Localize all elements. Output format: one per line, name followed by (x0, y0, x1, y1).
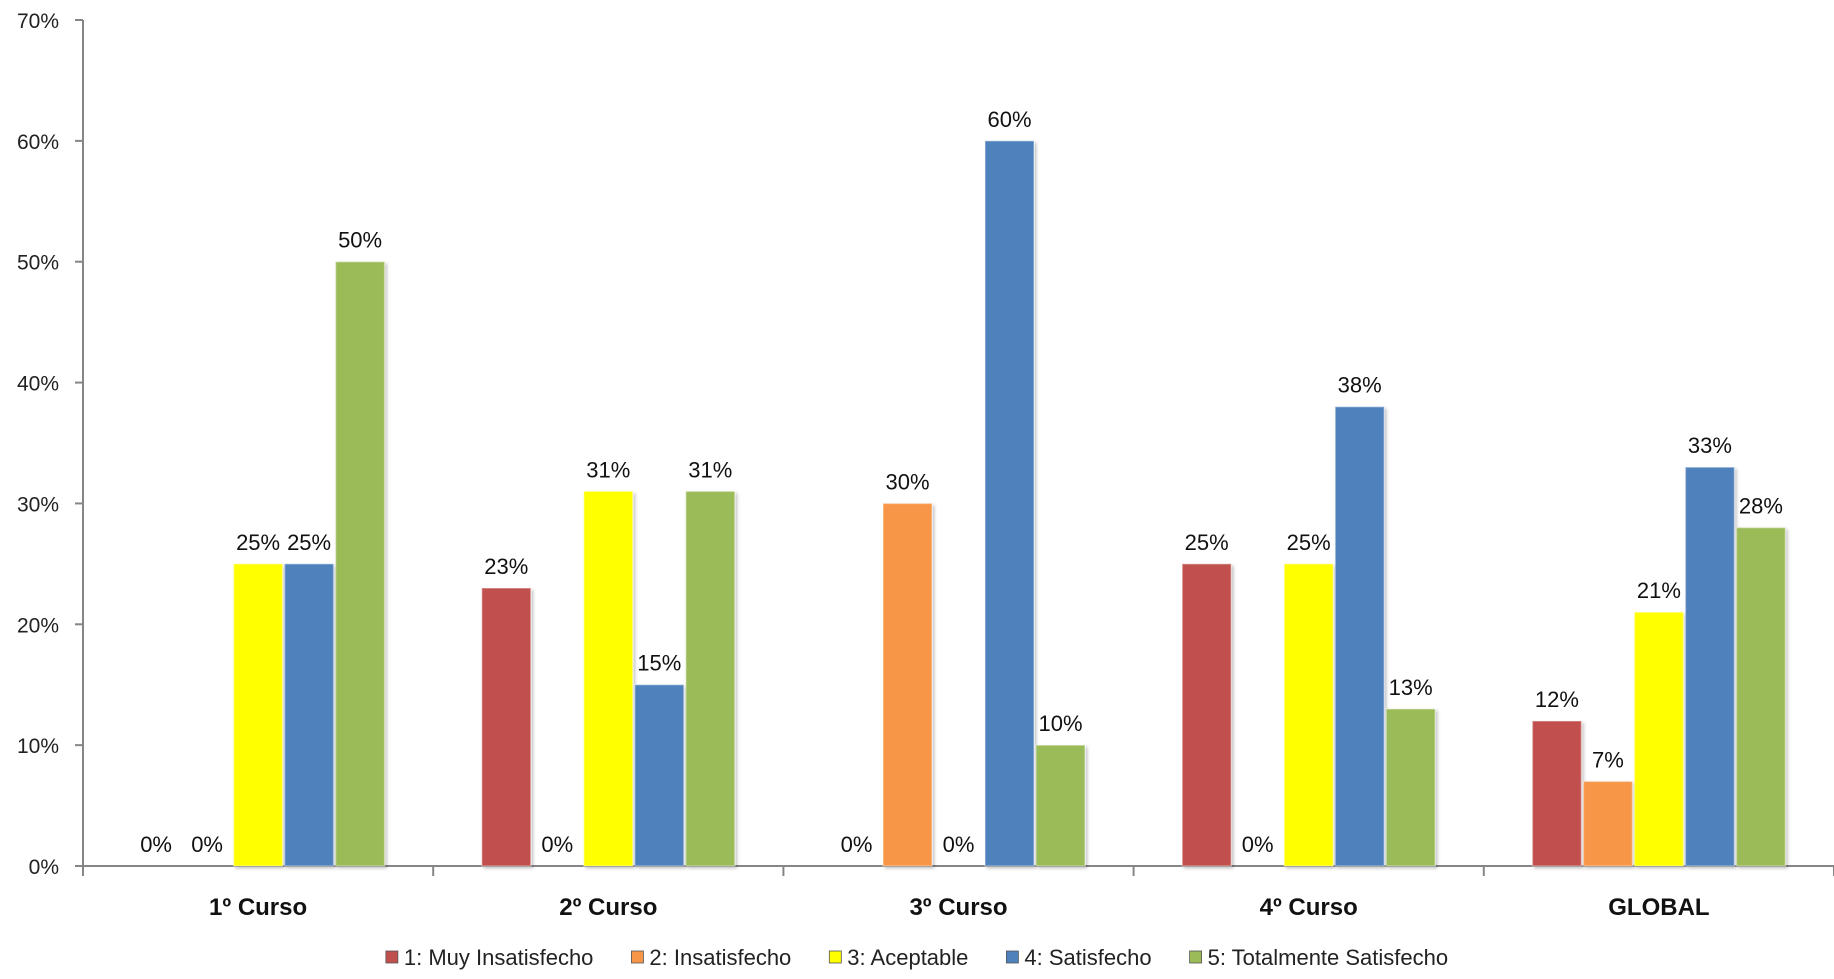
bar (1633, 611, 1685, 867)
data-label: 33% (1688, 433, 1732, 458)
data-label: 31% (688, 457, 732, 482)
legend-item: 2: Insatisfecho (631, 945, 791, 970)
bar (481, 587, 532, 867)
bar (685, 490, 736, 867)
bar (1283, 563, 1334, 867)
y-axis-ticks: 0% 10% 20% 30% 40% 50% 60% 70% (17, 10, 83, 879)
legend-label: 1: Muy Insatisfecho (404, 945, 594, 970)
x-category-label: 4º Curso (1260, 894, 1358, 921)
data-label: 23% (484, 554, 528, 579)
bar (1684, 466, 1736, 867)
data-label: 21% (1637, 578, 1681, 603)
y-tick-label: 10% (17, 735, 59, 758)
data-label: 7% (1592, 747, 1624, 772)
legend-item: 5: Totalmente Satisfecho (1189, 945, 1449, 970)
bar (1582, 780, 1634, 867)
chart-bars (232, 140, 1787, 867)
x-category-label: GLOBAL (1608, 894, 1709, 921)
bar (984, 140, 1035, 867)
legend-label: 2: Insatisfecho (649, 945, 791, 970)
data-label: 15% (637, 651, 681, 676)
data-label: 25% (1287, 530, 1331, 555)
data-label: 0% (943, 832, 975, 857)
legend-label: 5: Totalmente Satisfecho (1208, 945, 1449, 970)
data-label: 31% (586, 457, 630, 482)
legend-swatch (1189, 950, 1202, 964)
data-label: 60% (987, 107, 1031, 132)
legend-item: 4: Satisfecho (1006, 945, 1152, 970)
data-label: 30% (885, 469, 929, 494)
bar (1181, 563, 1232, 867)
bar (1385, 708, 1436, 867)
x-axis-categories: 1º Curso 2º Curso 3º Curso 4º Curso GLOBAL (82, 866, 1834, 921)
chart-legend: 1: Muy Insatisfecho 2: Insatisfecho 3: Ace… (385, 945, 1449, 970)
data-label: 0% (541, 832, 573, 857)
x-category-label: 3º Curso (909, 894, 1007, 921)
legend-label: 3: Aceptable (847, 945, 968, 970)
legend-item: 3: Aceptable (828, 945, 968, 970)
data-label: 13% (1389, 675, 1433, 700)
data-label: 25% (1185, 530, 1229, 555)
y-tick-label: 50% (17, 252, 59, 275)
data-label: 50% (338, 228, 382, 253)
y-tick-label: 0% (29, 856, 59, 879)
legend-item: 1: Muy Insatisfecho (385, 945, 594, 970)
data-label: 10% (1038, 711, 1082, 736)
bar (1334, 405, 1385, 867)
data-label: 12% (1535, 687, 1579, 712)
legend-swatch (631, 950, 644, 964)
y-tick-label: 70% (17, 10, 59, 33)
bar (334, 260, 386, 867)
bar (283, 563, 335, 867)
x-category-label: 2º Curso (559, 894, 657, 921)
x-category-label: 1º Curso (209, 894, 307, 921)
bar (583, 490, 634, 867)
bar (1035, 744, 1086, 867)
data-label: 28% (1739, 494, 1783, 519)
data-label: 38% (1338, 373, 1382, 398)
legend-label: 4: Satisfecho (1024, 945, 1151, 970)
bar (232, 563, 284, 867)
data-label: 25% (236, 530, 280, 555)
y-tick-label: 30% (17, 493, 59, 516)
data-label: 0% (140, 832, 172, 857)
data-labels: 0% 0% 25% 25% 50% 23% 0% 31% 15% 31% 0% 30% 0% 60% 10%… (140, 107, 1783, 857)
legend-swatch (1006, 950, 1019, 964)
bar (882, 502, 933, 867)
legend-swatch (828, 950, 842, 964)
bar (634, 683, 685, 867)
bar (1735, 526, 1787, 867)
legend-swatch (385, 950, 399, 964)
y-tick-label: 20% (17, 614, 59, 637)
y-tick-label: 60% (17, 131, 59, 154)
data-label: 0% (841, 832, 873, 857)
data-label: 0% (191, 832, 223, 857)
data-label: 0% (1242, 832, 1274, 857)
data-label: 25% (287, 530, 331, 555)
y-tick-label: 40% (17, 373, 59, 396)
bar (1531, 720, 1583, 867)
